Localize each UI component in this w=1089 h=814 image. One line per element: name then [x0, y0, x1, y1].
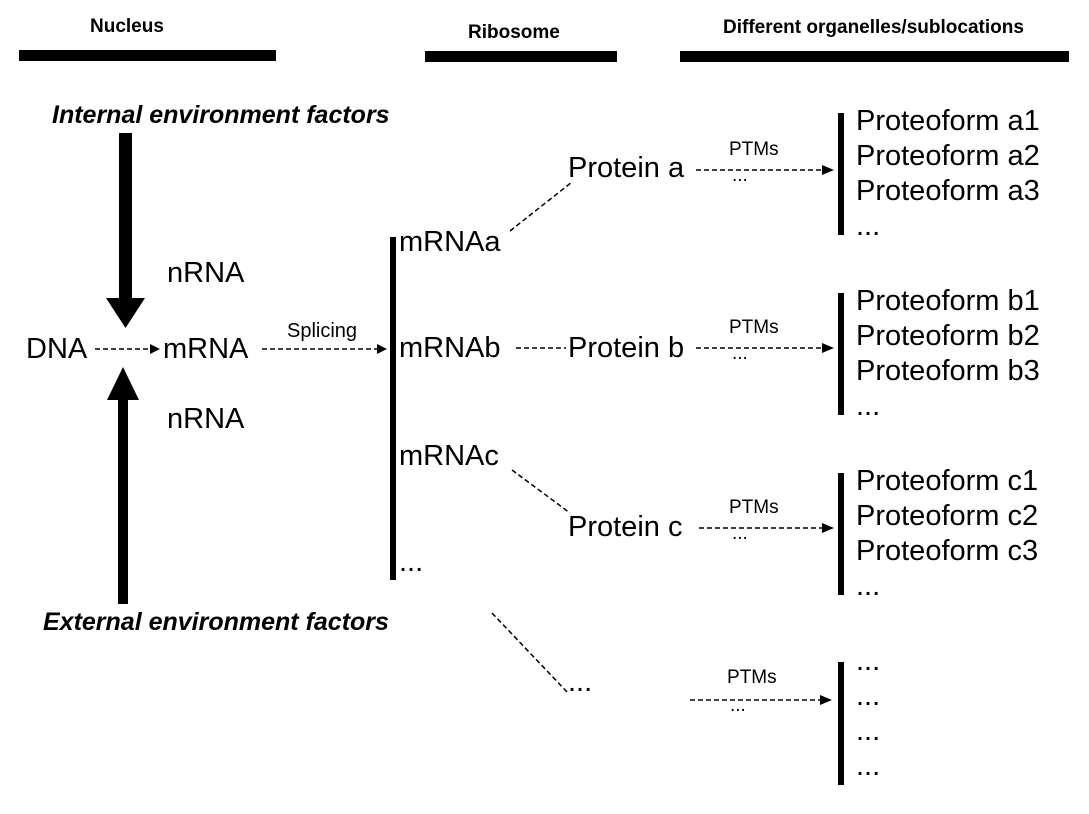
proteoform-a2: Proteoform a2	[856, 140, 1040, 172]
translation-c-line	[511, 469, 571, 514]
nucleus-header-bar	[19, 50, 276, 61]
protein-b-label: Protein b	[568, 332, 685, 364]
ribosome-header: Ribosome	[468, 22, 560, 43]
proteoform-c3: Proteoform c3	[856, 535, 1039, 567]
translation-d-line	[491, 612, 569, 694]
nucleus-header: Nucleus	[90, 16, 164, 37]
translation-a-line	[509, 181, 573, 232]
proteoform-group-a: Proteoform a1 Proteoform a2 Proteoform a…	[856, 104, 1040, 244]
proteoform-group-d: ... ... ... ...	[856, 644, 880, 784]
protein-c-label: Protein c	[568, 511, 683, 543]
proteoform-a1: Proteoform a1	[856, 105, 1040, 137]
ptm-b-ellipsis: ...	[732, 343, 748, 364]
proteoform-b3: Proteoform b3	[856, 355, 1040, 387]
mrna-a-label: mRNAa	[399, 226, 501, 258]
protein-a-label: Protein a	[568, 152, 685, 184]
external-factors-label: External environment factors	[43, 608, 389, 636]
internal-factors-arrow-head	[106, 298, 145, 328]
ptm-d-label: PTMs	[727, 667, 777, 688]
mrna-c-label: mRNAc	[399, 440, 499, 472]
proteoform-b2: Proteoform b2	[856, 320, 1040, 352]
ptm-c-label: PTMs	[729, 497, 779, 518]
ptm-c-arrow-head	[822, 523, 834, 533]
proteoform-group-c: Proteoform c1 Proteoform c2 Proteoform c…	[856, 464, 1038, 604]
external-factors-arrow-head	[107, 367, 139, 400]
ribosome-bar	[390, 237, 396, 580]
mrna-label: mRNA	[163, 333, 249, 365]
proteoform-b1: Proteoform b1	[856, 285, 1040, 317]
organelles-header: Different organelles/sublocations	[723, 17, 1024, 38]
proteoform-a-ellipsis: ...	[856, 210, 881, 242]
proteoform-c-ellipsis: ...	[856, 570, 881, 602]
transcription-arrow-head	[150, 344, 160, 354]
internal-factors-arrow-shaft	[119, 133, 132, 299]
proteoform-d-ellipsis-3: ...	[856, 715, 881, 747]
proteoform-c1: Proteoform c1	[856, 465, 1039, 497]
splicing-label: Splicing	[287, 320, 358, 342]
proteoform-d-ellipsis-4: ...	[856, 750, 881, 782]
proteoform-d-ellipsis-1: ...	[856, 645, 881, 677]
protein-more-ellipsis: ...	[568, 666, 593, 698]
internal-factors-label: Internal environment factors	[52, 101, 390, 129]
organelle-bar-b	[838, 293, 844, 415]
external-factors-arrow-shaft	[118, 400, 128, 604]
nrna-bottom-label: nRNA	[167, 403, 245, 435]
proteoform-c2: Proteoform c2	[856, 500, 1039, 532]
organelle-bar-a	[838, 113, 844, 235]
organelle-bar-c	[838, 473, 844, 595]
ptm-b-arrow-head	[822, 343, 834, 353]
mrna-more-ellipsis: ...	[399, 546, 424, 578]
nrna-top-label: nRNA	[167, 257, 245, 289]
ptm-a-label: PTMs	[729, 139, 779, 160]
ptm-a-arrow-head	[822, 165, 834, 175]
ptm-d-arrow-head	[820, 695, 832, 705]
proteoform-group-b: Proteoform b1 Proteoform b2 Proteoform b…	[856, 284, 1040, 424]
splicing-arrow-head	[377, 344, 387, 354]
mrna-b-label: mRNAb	[399, 332, 501, 364]
organelle-bar-d	[838, 662, 844, 785]
proteoform-d-ellipsis-2: ...	[856, 680, 881, 712]
dna-label: DNA	[26, 333, 88, 365]
ptm-d-ellipsis: ...	[730, 695, 746, 716]
ribosome-header-bar	[425, 51, 617, 62]
ptm-a-ellipsis: ...	[732, 165, 748, 186]
proteoform-b-ellipsis: ...	[856, 390, 881, 422]
ptm-b-label: PTMs	[729, 317, 779, 338]
ptm-c-ellipsis: ...	[732, 523, 748, 544]
proteoform-a3: Proteoform a3	[856, 175, 1040, 207]
organelles-header-bar	[680, 51, 1069, 62]
